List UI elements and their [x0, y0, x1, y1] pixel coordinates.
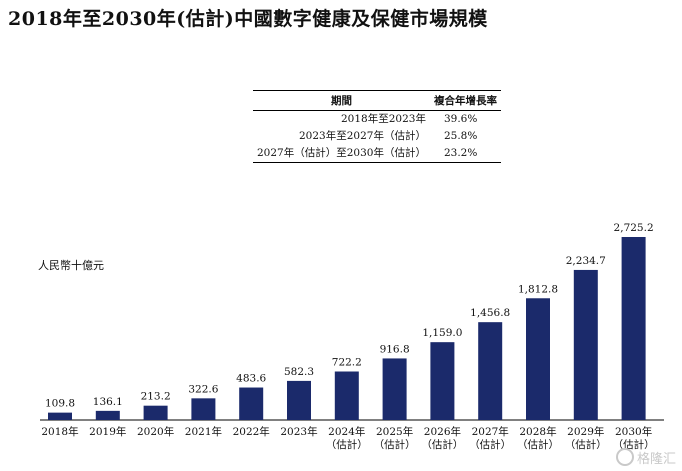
bar-value-label: 1,456.8 — [470, 307, 510, 319]
x-tick-label: 2029年 — [567, 425, 604, 438]
bar — [478, 322, 503, 420]
x-tick-label: （估計） — [374, 438, 416, 451]
bar — [621, 237, 646, 420]
bars-group: 109.8 2018年 136.1 2019年 213.2 2020年 322.6 2021年… — [41, 222, 654, 451]
bar — [143, 405, 168, 420]
x-tick-label: 2024年 — [328, 425, 365, 438]
bar-value-label: 483.6 — [236, 373, 266, 385]
bar-value-label: 2,234.7 — [566, 255, 606, 267]
x-tick-label: 2026年 — [424, 425, 461, 438]
cagr-row-rate: 25.8% — [443, 130, 478, 142]
bar-value-label: 2,725.2 — [614, 222, 654, 234]
x-tick-label: （估計） — [421, 438, 463, 451]
watermark-logo-icon — [615, 448, 634, 466]
x-tick-label: 2020年 — [137, 425, 174, 438]
x-tick-label: 2030年 — [615, 425, 652, 438]
cagr-row-rate: 39.6% — [443, 113, 478, 125]
cagr-row-rate: 23.2% — [429, 145, 501, 163]
bar — [239, 387, 264, 420]
x-tick-label: 2023年 — [280, 425, 317, 438]
bar — [191, 398, 216, 420]
bar — [95, 410, 120, 420]
bar — [526, 298, 550, 420]
cagr-header-rate: 複合年增長率 — [429, 90, 501, 111]
cagr-row-period: 2027年（估計）至2030年（估計） — [253, 145, 430, 163]
x-tick-label: 2025年 — [376, 425, 413, 438]
x-tick-label: 2018年 — [41, 425, 78, 438]
bar — [48, 412, 72, 420]
bar-value-label: 1,812.8 — [518, 283, 558, 295]
bar — [430, 342, 455, 420]
x-tick-label: 2028年 — [519, 425, 556, 438]
bar-value-label: 916.8 — [380, 343, 410, 355]
x-tick-label: （估計） — [326, 438, 368, 451]
page-title: 2018年至2030年(估計)中國數字健康及保健市場規模 — [8, 8, 488, 30]
cagr-row: 2023年至2027年（估計） 25.8% — [253, 128, 501, 145]
bar-value-label: 582.3 — [284, 366, 314, 378]
cagr-row-period: 2023年至2027年（估計） — [299, 130, 426, 142]
bar-value-label: 1,159.0 — [422, 327, 462, 339]
bar — [573, 269, 598, 420]
cagr-header-period: 期間 — [253, 90, 430, 111]
watermark: 格隆汇 — [615, 448, 676, 467]
x-tick-label: 2019年 — [89, 425, 126, 438]
x-tick-label: （估計） — [469, 438, 511, 451]
bar-value-label: 722.2 — [332, 357, 362, 369]
x-tick-label: 2022年 — [233, 425, 270, 438]
x-tick-label: （估計） — [613, 438, 655, 451]
cagr-row: 2027年（估計）至2030年（估計） 23.2% — [253, 145, 501, 163]
y-axis-unit-label: 人民幣十億元 — [38, 259, 104, 272]
bar-value-label: 322.6 — [188, 383, 218, 395]
x-tick-label: 2027年 — [472, 425, 509, 438]
x-tick-label: （估計） — [565, 438, 607, 451]
cagr-row: 2018年至2023年 39.6% — [253, 111, 501, 129]
bar — [287, 380, 311, 420]
x-tick-label: （估計） — [517, 438, 559, 451]
cagr-table: 期間 複合年增長率 2018年至2023年 39.6% 2023年至2027年（… — [253, 90, 501, 163]
bar — [382, 358, 407, 420]
bar-value-label: 136.1 — [93, 396, 123, 408]
bar-value-label: 213.2 — [141, 391, 171, 403]
cagr-table-header: 期間 複合年增長率 — [253, 90, 501, 111]
bar-value-label: 109.8 — [45, 398, 75, 410]
x-tick-label: 2021年 — [185, 425, 222, 438]
bar — [334, 371, 359, 420]
cagr-row-period: 2018年至2023年 — [341, 113, 426, 125]
watermark-text: 格隆汇 — [636, 452, 676, 467]
